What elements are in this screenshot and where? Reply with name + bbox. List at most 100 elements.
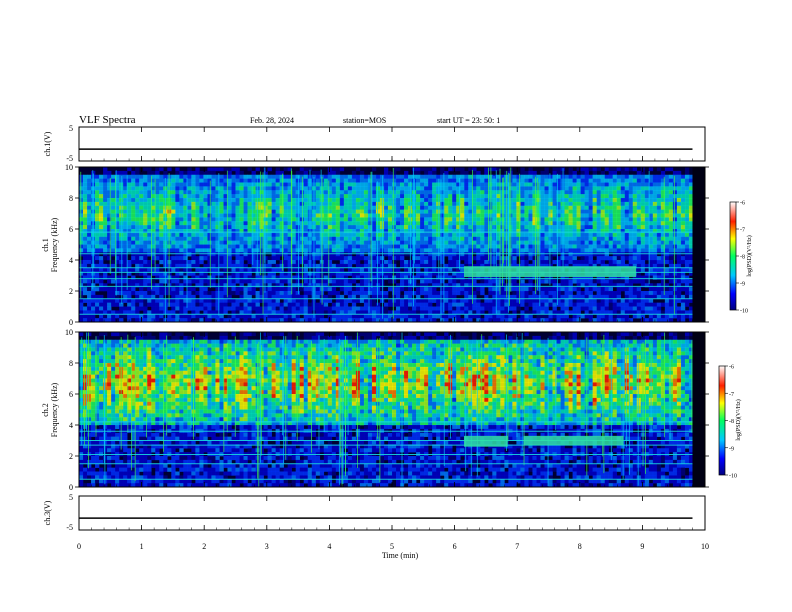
spectrogram-cell bbox=[596, 302, 601, 307]
spectrogram-cell bbox=[323, 221, 329, 226]
spectrogram-cell bbox=[259, 174, 264, 179]
spectrogram-cell bbox=[263, 244, 268, 249]
spectrogram-cell bbox=[135, 256, 140, 261]
spectrogram-cell bbox=[420, 263, 425, 269]
spectrogram-cell bbox=[476, 252, 481, 257]
spectrogram-cell bbox=[488, 294, 493, 300]
spectrogram-cell bbox=[223, 217, 228, 222]
spectrogram-cell bbox=[147, 310, 152, 315]
spectrogram-cell bbox=[375, 302, 381, 307]
spectrogram-cell bbox=[540, 294, 545, 300]
spectrogram-cell bbox=[335, 205, 341, 210]
spectrogram-cell bbox=[187, 198, 192, 203]
spectrogram-cell bbox=[572, 318, 577, 323]
spectrogram-cell bbox=[139, 294, 144, 300]
spectrogram-cell bbox=[472, 302, 477, 307]
spectrogram-cell bbox=[460, 283, 465, 288]
spectrogram-cell bbox=[424, 205, 429, 210]
spectrogram-cell bbox=[548, 260, 553, 265]
spectrogram-cell bbox=[404, 213, 409, 218]
spectrogram-cell bbox=[588, 252, 593, 257]
spectrogram-cell bbox=[456, 279, 461, 284]
spectrogram-cell bbox=[155, 263, 160, 269]
spectrogram-cell bbox=[151, 283, 156, 288]
spectrogram-cell bbox=[608, 174, 613, 179]
spectrogram-cell bbox=[187, 318, 192, 323]
spectrogram-cell bbox=[456, 271, 461, 276]
spectrogram-cell bbox=[251, 225, 256, 230]
spectrogram-cell bbox=[159, 298, 164, 303]
spectrogram-cell bbox=[239, 232, 244, 238]
spectrogram-cell bbox=[444, 252, 449, 257]
spectrogram-cell bbox=[107, 314, 112, 319]
spectrogram-cell bbox=[251, 256, 256, 261]
spectrogram-cell bbox=[552, 178, 557, 183]
spectrogram-cell bbox=[227, 198, 232, 203]
spectrogram-cell bbox=[568, 283, 573, 288]
spectrogram-cell bbox=[303, 213, 309, 218]
spectrogram-cell bbox=[263, 217, 268, 222]
spectrogram-cell bbox=[572, 225, 577, 230]
spectrogram-cell bbox=[155, 314, 160, 319]
spectrogram-cell bbox=[171, 318, 176, 323]
spectrogram-cell bbox=[604, 209, 609, 214]
spectrogram-cell bbox=[339, 201, 345, 207]
spectrogram-cell bbox=[215, 318, 220, 323]
spectrogram-cell bbox=[139, 186, 144, 191]
spectrogram-cell bbox=[231, 275, 236, 280]
spectrogram-cell bbox=[588, 240, 593, 245]
spectrogram-cell bbox=[283, 221, 288, 226]
spectrogram-cell bbox=[287, 275, 292, 280]
spectrogram-cell bbox=[295, 178, 300, 183]
spectrogram-cell bbox=[512, 190, 517, 195]
spectrogram-cell bbox=[243, 198, 248, 203]
spectrogram-cell bbox=[315, 182, 321, 187]
spectrogram-cell bbox=[556, 174, 561, 179]
spectrogram-cell bbox=[335, 263, 341, 269]
spectrogram-cell bbox=[404, 232, 409, 238]
spectrogram-cell bbox=[135, 244, 140, 249]
spectrogram-cell bbox=[99, 229, 104, 234]
spectrogram-cell bbox=[95, 279, 100, 284]
spectrogram-cell bbox=[464, 310, 469, 315]
spectrogram-cell bbox=[231, 267, 236, 272]
spectrogram-cell bbox=[576, 194, 581, 199]
spectrogram-cell bbox=[107, 225, 112, 230]
spectrogram-cell bbox=[452, 240, 457, 245]
spectrogram-cell bbox=[460, 221, 465, 226]
spectrogram-cell bbox=[247, 201, 252, 207]
spectrogram-cell bbox=[480, 225, 485, 230]
spectrogram-cell bbox=[568, 217, 573, 222]
spectrogram-cell bbox=[528, 205, 533, 210]
spectrogram-cell bbox=[287, 229, 292, 234]
spectrogram-cell bbox=[568, 198, 573, 203]
spectrogram-cell bbox=[299, 229, 305, 234]
spectrogram-cell bbox=[335, 240, 341, 245]
spectrogram-cell bbox=[600, 201, 605, 207]
spectrogram-cell bbox=[271, 232, 276, 238]
spectrogram-cell bbox=[219, 294, 224, 300]
spectrogram-cell bbox=[532, 178, 537, 183]
spectrogram-cell bbox=[452, 248, 457, 253]
spectrogram-cell bbox=[367, 271, 373, 276]
spectrogram-cell bbox=[548, 275, 553, 280]
spectrogram-cell bbox=[544, 221, 549, 226]
spectrogram-cell bbox=[211, 209, 216, 214]
spectrogram-cell bbox=[424, 232, 429, 238]
spectrogram-cell bbox=[428, 283, 433, 288]
spectrogram-cell bbox=[199, 271, 204, 276]
spectrogram-cell bbox=[143, 260, 148, 265]
spectrogram-cell bbox=[355, 267, 361, 272]
spectrogram-cell bbox=[404, 229, 409, 234]
spectrogram-cell bbox=[520, 198, 525, 203]
spectrogram-cell bbox=[327, 213, 333, 218]
spectrogram-cell bbox=[416, 209, 421, 214]
spectrogram-cell bbox=[203, 314, 208, 319]
spectrogram-cell bbox=[512, 314, 517, 319]
spectrogram-cell bbox=[223, 236, 228, 241]
spectrogram-cell bbox=[436, 279, 441, 284]
spectrogram-cell bbox=[516, 248, 521, 253]
spectrogram-cell bbox=[544, 236, 549, 241]
spectrogram-cell bbox=[592, 217, 597, 222]
spectrogram-cell bbox=[343, 174, 349, 179]
